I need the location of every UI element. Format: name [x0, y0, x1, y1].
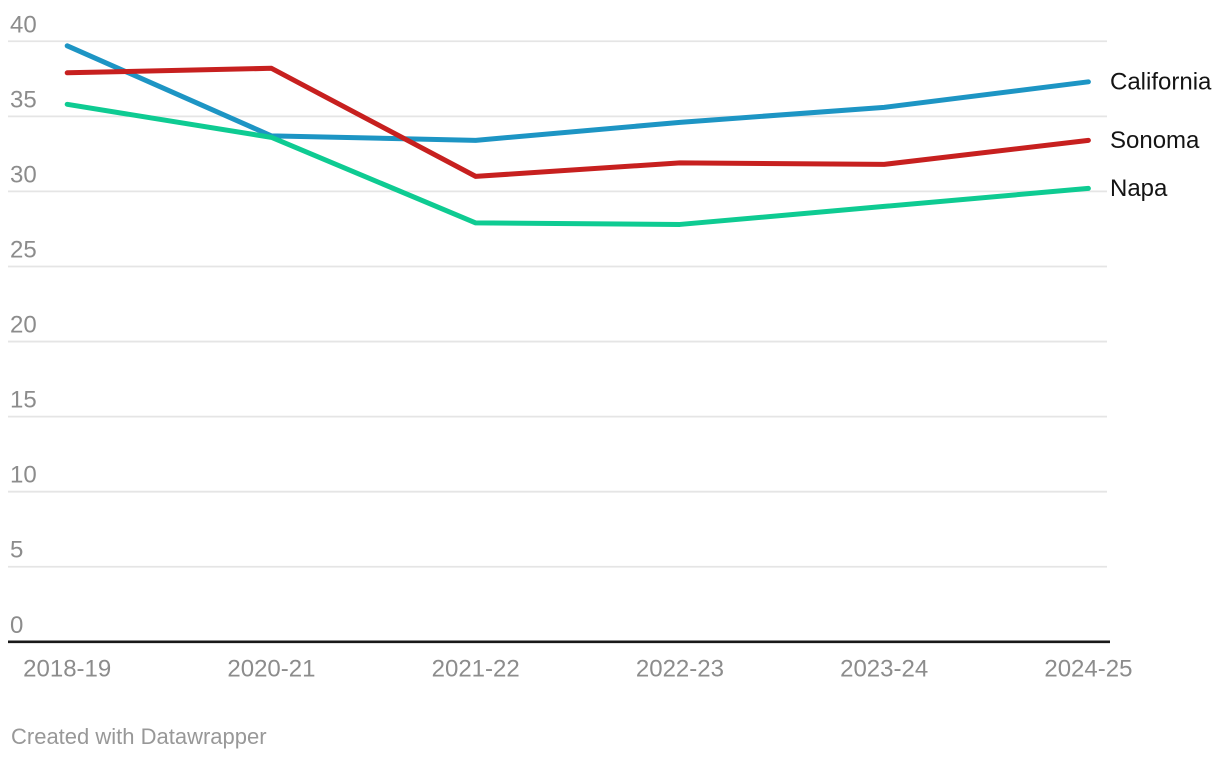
- y-tick-label-20: 20: [10, 312, 37, 339]
- series-label-napa: Napa: [1110, 175, 1168, 202]
- attribution-link[interactable]: Created with Datawrapper: [11, 724, 267, 749]
- x-tick-label-2020-21: 2020-21: [227, 656, 315, 683]
- y-tick-label-40: 40: [10, 11, 37, 38]
- y-tick-label-30: 30: [10, 161, 37, 188]
- x-tick-label-2022-23: 2022-23: [636, 656, 724, 683]
- series-line-sonoma: [64, 65, 1091, 179]
- series-line-california: [64, 43, 1091, 143]
- x-tick-label-2018-19: 2018-19: [23, 656, 111, 683]
- x-tick-label-2023-24: 2023-24: [840, 656, 928, 683]
- series-label-sonoma: Sonoma: [1110, 127, 1200, 154]
- y-tick-label-0: 0: [10, 612, 23, 639]
- y-tick-label-15: 15: [10, 387, 37, 414]
- y-tick-label-35: 35: [10, 86, 37, 113]
- y-tick-label-10: 10: [10, 462, 37, 489]
- series-line-napa: [64, 101, 1091, 227]
- x-tick-label-2024-25: 2024-25: [1044, 656, 1132, 683]
- series-label-california: California: [1110, 68, 1212, 95]
- y-tick-label-25: 25: [10, 236, 37, 263]
- y-tick-label-5: 5: [10, 537, 23, 564]
- x-tick-label-2021-22: 2021-22: [432, 656, 520, 683]
